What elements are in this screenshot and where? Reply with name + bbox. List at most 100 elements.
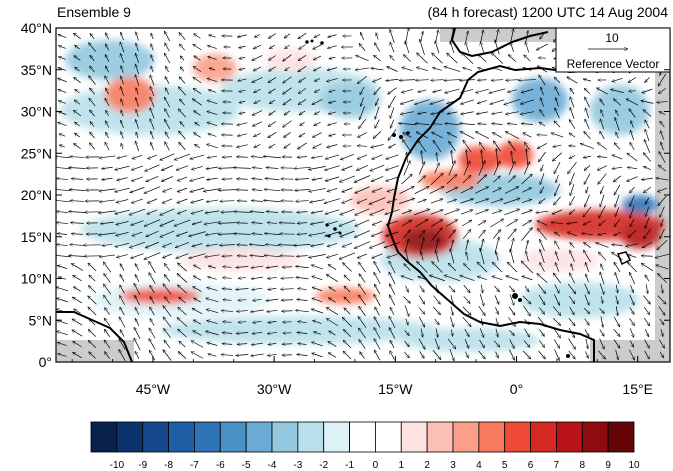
wind-vector bbox=[386, 66, 398, 72]
wind-vector bbox=[115, 232, 129, 235]
wind-vector bbox=[613, 316, 621, 327]
wind-vector bbox=[476, 174, 487, 184]
wind-vector bbox=[267, 277, 277, 278]
wind-vector bbox=[132, 154, 143, 159]
wind-vector bbox=[505, 80, 519, 81]
wind-vector bbox=[601, 264, 604, 271]
wind-vector bbox=[627, 262, 637, 273]
wind-vector bbox=[615, 194, 620, 208]
wind-vector bbox=[599, 131, 605, 140]
colorbar-swatch bbox=[90, 421, 118, 453]
wind-vector bbox=[643, 109, 652, 117]
wind-vector bbox=[160, 230, 175, 237]
wind-vector bbox=[206, 298, 219, 303]
wind-vector bbox=[656, 178, 669, 181]
wind-vector bbox=[312, 132, 322, 138]
wind-vector bbox=[57, 342, 67, 346]
wind-vector bbox=[435, 250, 439, 262]
wind-vector bbox=[206, 244, 219, 246]
wind-vector bbox=[431, 227, 443, 241]
wind-vector bbox=[294, 244, 311, 245]
wind-vector bbox=[585, 108, 590, 119]
wind-vector bbox=[236, 289, 249, 290]
wind-vector bbox=[297, 332, 308, 333]
colorbar-label: 5 bbox=[502, 460, 508, 471]
wind-vector bbox=[74, 67, 80, 72]
wind-vector bbox=[583, 250, 591, 263]
wind-vector bbox=[163, 31, 171, 42]
wind-vector bbox=[388, 316, 396, 329]
wind-vector bbox=[298, 32, 307, 40]
wind-vector bbox=[373, 317, 381, 328]
wind-vector bbox=[421, 252, 424, 261]
wind-vector bbox=[102, 244, 113, 245]
wind-vector bbox=[432, 68, 442, 71]
wind-vector bbox=[448, 263, 457, 272]
wind-vector bbox=[192, 243, 203, 247]
wind-vector bbox=[435, 239, 438, 252]
wind-vector bbox=[447, 112, 458, 114]
wind-vector bbox=[237, 344, 248, 345]
wind-vector bbox=[447, 338, 456, 349]
wind-vector bbox=[188, 231, 206, 237]
wind-vector bbox=[266, 310, 278, 312]
wind-vector bbox=[56, 222, 69, 223]
wind-vector bbox=[613, 184, 621, 195]
wind-vector bbox=[205, 232, 219, 235]
wind-vector bbox=[430, 99, 445, 105]
wind-vector bbox=[324, 165, 340, 171]
wind-vector bbox=[206, 144, 218, 149]
wind-vector bbox=[508, 176, 515, 183]
wind-vector bbox=[269, 110, 276, 116]
wind-vector bbox=[444, 209, 459, 216]
wind-vector bbox=[460, 99, 474, 104]
wind-vector bbox=[234, 212, 251, 213]
wind-vector bbox=[494, 237, 499, 254]
wind-vector bbox=[223, 300, 232, 301]
wind-vector bbox=[416, 53, 428, 64]
wind-vector bbox=[342, 317, 353, 328]
wind-vector bbox=[584, 283, 590, 295]
wind-vector bbox=[222, 278, 232, 279]
wind-vector bbox=[118, 338, 126, 350]
wind-vector bbox=[116, 254, 128, 258]
wind-vector bbox=[136, 43, 139, 52]
wind-vector bbox=[357, 316, 367, 328]
wind-vector bbox=[99, 199, 116, 202]
wind-vector bbox=[600, 272, 605, 285]
wind-vector bbox=[414, 186, 430, 194]
wind-vector bbox=[179, 297, 186, 304]
wind-vector bbox=[268, 66, 276, 72]
wind-vector bbox=[205, 210, 220, 213]
wind-vector bbox=[580, 143, 595, 149]
wind-vector bbox=[313, 121, 321, 127]
wind-vector bbox=[251, 156, 264, 157]
wind-vector bbox=[70, 223, 84, 224]
colorbar: -10 -9 -8 -7 -6 -5 -4 -3 -2 -1 0 1 2 3 4 5 6 7 8 9 10 bbox=[90, 421, 640, 471]
wind-vector bbox=[508, 306, 516, 315]
wind-vector bbox=[236, 179, 248, 180]
wind-vector bbox=[250, 211, 265, 212]
wind-vector bbox=[327, 188, 338, 191]
wind-vector bbox=[522, 187, 531, 193]
wind-vector bbox=[629, 328, 634, 337]
wind-vector bbox=[358, 262, 366, 273]
wind-vector bbox=[326, 78, 338, 81]
wind-vector bbox=[389, 340, 395, 349]
wind-vector bbox=[657, 73, 667, 86]
wind-vector bbox=[496, 251, 499, 261]
wind-vector bbox=[508, 141, 516, 152]
wind-vector bbox=[643, 317, 651, 326]
wind-vector bbox=[539, 329, 545, 336]
wind-vector bbox=[373, 261, 381, 274]
wind-vector bbox=[121, 131, 124, 139]
wind-vector bbox=[72, 340, 82, 348]
wind-vector bbox=[661, 219, 664, 227]
wind-vector bbox=[521, 123, 533, 124]
wind-vector bbox=[406, 318, 408, 326]
wind-vector bbox=[218, 234, 236, 235]
wind-vector bbox=[418, 295, 426, 305]
wind-vector bbox=[342, 187, 353, 192]
wind-vector bbox=[309, 232, 326, 235]
wind-vector bbox=[162, 187, 172, 192]
